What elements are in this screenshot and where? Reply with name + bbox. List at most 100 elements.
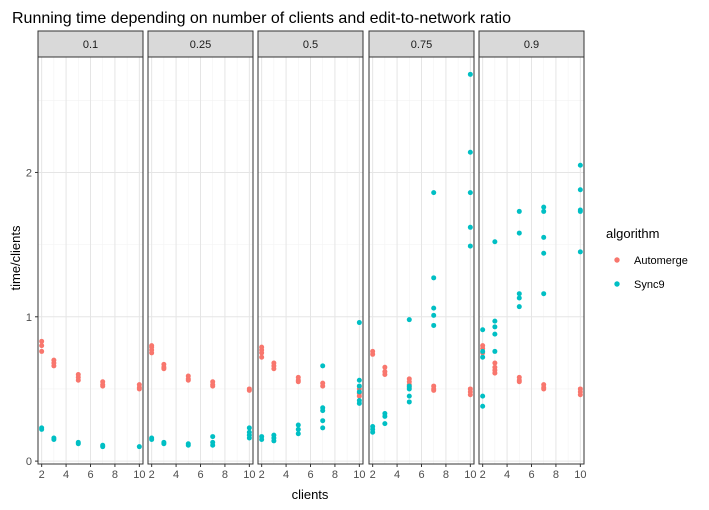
- data-point-sync9: [516, 304, 522, 310]
- data-point-automerge: [39, 343, 45, 349]
- data-point-sync9: [492, 318, 498, 324]
- data-point-sync9: [541, 204, 547, 210]
- data-point-sync9: [480, 403, 486, 409]
- data-point-automerge: [356, 393, 362, 399]
- legend-label-sync9: Sync9: [634, 279, 665, 291]
- data-point-sync9: [356, 383, 362, 389]
- data-point-sync9: [492, 331, 498, 337]
- data-point-sync9: [136, 444, 142, 450]
- data-point-automerge: [382, 364, 388, 370]
- x-tick-label: 10: [574, 469, 586, 481]
- data-point-sync9: [320, 418, 326, 424]
- data-point-automerge: [149, 350, 155, 356]
- data-point-sync9: [210, 434, 216, 440]
- data-point-sync9: [467, 71, 473, 77]
- facet-strip: [147, 30, 254, 58]
- data-point-sync9: [185, 442, 191, 448]
- data-point-sync9: [356, 320, 362, 326]
- data-point-sync9: [75, 441, 81, 447]
- data-point-sync9: [480, 327, 486, 333]
- data-point-automerge: [100, 383, 106, 389]
- x-tick-label: 2: [480, 469, 486, 481]
- data-point-automerge: [541, 386, 547, 392]
- facet-panel-0.5: 0.5 2 4 6 8 10: [257, 30, 365, 481]
- x-axis-title: clients: [292, 487, 329, 502]
- data-point-sync9: [39, 426, 45, 432]
- x-tick-label: 8: [553, 469, 559, 481]
- data-point-sync9: [356, 377, 362, 383]
- x-tick-label: 8: [112, 469, 118, 481]
- data-point-automerge: [516, 379, 522, 385]
- data-point-sync9: [577, 162, 583, 168]
- facet-panel-0.9: 0.9 2 4 6 8 10: [478, 30, 586, 481]
- data-point-sync9: [492, 239, 498, 245]
- facet-strip: [37, 30, 144, 58]
- data-point-automerge: [431, 387, 437, 393]
- facet-panel-0.1: 0.1 2 4 6 8 10 0 1 2: [26, 30, 145, 481]
- chart-title: Running time depending on number of clie…: [12, 10, 511, 27]
- data-point-sync9: [356, 389, 362, 395]
- data-point-sync9: [467, 243, 473, 249]
- facet-strip: [368, 30, 475, 58]
- data-point-sync9: [480, 354, 486, 360]
- data-point-automerge: [39, 348, 45, 354]
- data-point-sync9: [516, 230, 522, 236]
- x-tick-label: 8: [332, 469, 338, 481]
- facet-label: 0.5: [303, 39, 318, 51]
- x-tick-label: 6: [307, 469, 313, 481]
- data-point-sync9: [431, 322, 437, 328]
- data-point-sync9: [382, 421, 388, 427]
- data-point-automerge: [75, 377, 81, 383]
- x-tick-label: 6: [418, 469, 424, 481]
- y-axis-title: time/clients: [8, 225, 23, 291]
- y-tick-label: 1: [26, 312, 32, 324]
- legend-label-automerge: Automerge: [634, 255, 688, 267]
- data-point-automerge: [51, 363, 57, 369]
- data-point-sync9: [431, 305, 437, 311]
- data-point-automerge: [492, 360, 498, 366]
- data-point-sync9: [577, 208, 583, 214]
- data-point-automerge: [259, 354, 265, 360]
- data-point-automerge: [39, 338, 45, 344]
- data-point-automerge: [259, 350, 265, 356]
- x-tick-label: 2: [370, 469, 376, 481]
- data-point-sync9: [271, 438, 277, 444]
- data-point-sync9: [161, 441, 167, 447]
- legend-title: algorithm: [606, 226, 659, 241]
- data-point-sync9: [370, 429, 376, 435]
- data-point-sync9: [406, 393, 412, 399]
- x-tick-label: 4: [504, 469, 510, 481]
- facet-panel-0.25: 0.25 2 4 6 8 10: [147, 30, 255, 481]
- data-point-automerge: [185, 377, 191, 383]
- facet-label: 0.1: [83, 39, 98, 51]
- data-point-sync9: [406, 399, 412, 405]
- y-tick-label: 0: [26, 456, 32, 468]
- data-point-automerge: [382, 372, 388, 378]
- data-point-sync9: [295, 431, 301, 437]
- data-point-sync9: [406, 386, 412, 392]
- facet-strip: [478, 30, 585, 58]
- data-point-sync9: [516, 208, 522, 214]
- x-tick-label: 6: [528, 469, 534, 481]
- data-point-sync9: [467, 149, 473, 155]
- data-point-sync9: [516, 295, 522, 301]
- data-point-automerge: [370, 351, 376, 357]
- data-point-sync9: [577, 249, 583, 255]
- facet-label: 0.9: [524, 39, 539, 51]
- data-point-automerge: [136, 386, 142, 392]
- data-point-sync9: [210, 442, 216, 448]
- x-tick-label: 4: [394, 469, 400, 481]
- x-tick-label: 6: [197, 469, 203, 481]
- data-point-automerge: [492, 370, 498, 376]
- x-tick-label: 10: [464, 469, 476, 481]
- x-tick-label: 4: [63, 469, 69, 481]
- x-tick-label: 2: [149, 469, 155, 481]
- data-point-sync9: [406, 317, 412, 323]
- data-point-sync9: [577, 187, 583, 193]
- x-tick-label: 8: [222, 469, 228, 481]
- legend-key-automerge: [614, 257, 620, 263]
- x-tick-label: 6: [87, 469, 93, 481]
- data-point-sync9: [431, 312, 437, 318]
- data-point-sync9: [246, 435, 252, 441]
